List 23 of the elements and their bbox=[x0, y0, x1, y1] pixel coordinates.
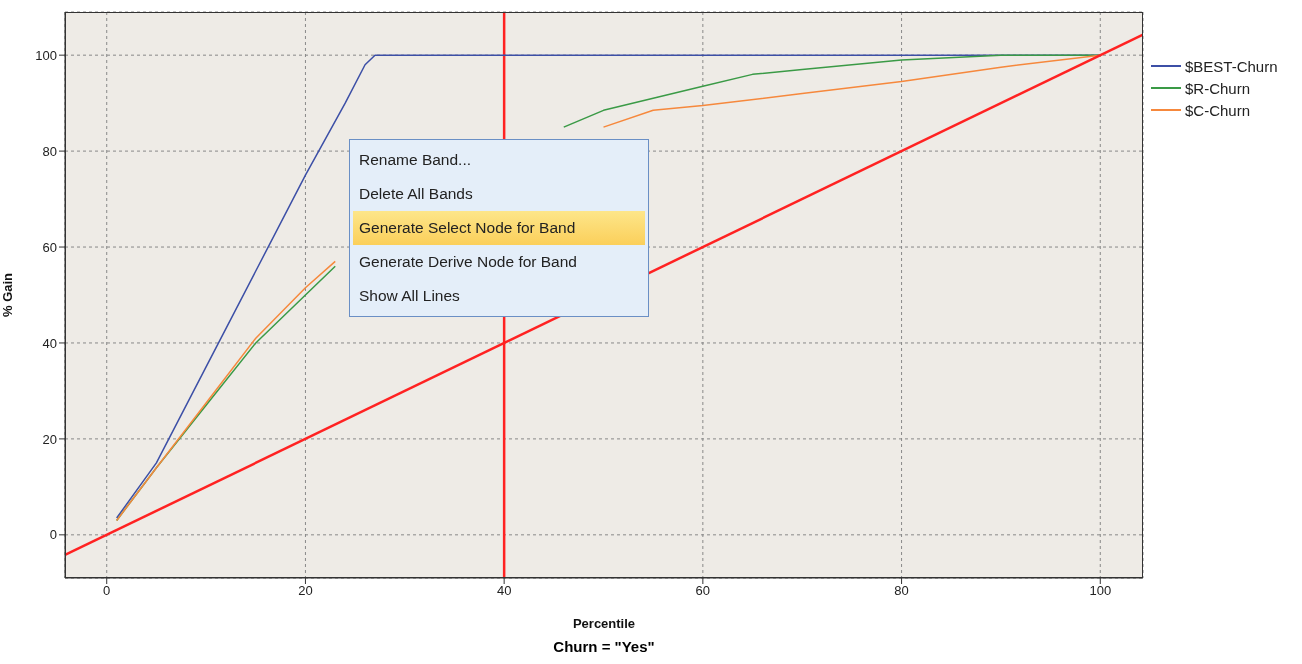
annotation: Generate Select Node for Band bbox=[353, 211, 645, 245]
annotation: Delete All Bands bbox=[358, 184, 474, 204]
y-tick-label: 80 bbox=[42, 143, 57, 159]
x-tick-label: 0 bbox=[103, 583, 111, 599]
x-tick-label: 20 bbox=[298, 583, 313, 599]
legend-label: $BEST-Churn bbox=[1185, 57, 1278, 75]
y-tick-label: 0 bbox=[49, 527, 57, 543]
annotation: Rename Band... bbox=[358, 150, 472, 170]
x-axis-title: Percentile bbox=[572, 616, 636, 631]
y-tick-label: 100 bbox=[35, 47, 57, 63]
text: Churn = "Yes" bbox=[552, 638, 656, 655]
x-tick-label: 80 bbox=[894, 583, 909, 599]
y-axis-title: % Gain bbox=[0, 272, 15, 318]
annotation: Show All Lines bbox=[358, 286, 461, 306]
x-tick-label: 40 bbox=[496, 583, 512, 599]
legend-label: $R-Churn bbox=[1185, 79, 1251, 97]
y-tick-label: 60 bbox=[42, 239, 57, 255]
legend-label: $C-Churn bbox=[1185, 101, 1251, 119]
y-tick-label: 20 bbox=[42, 431, 57, 447]
x-tick-label: 100 bbox=[1089, 583, 1112, 599]
annotation: Generate Derive Node for Band bbox=[358, 252, 578, 272]
y-tick-label: 40 bbox=[42, 335, 57, 351]
x-tick-label: 60 bbox=[695, 583, 711, 599]
